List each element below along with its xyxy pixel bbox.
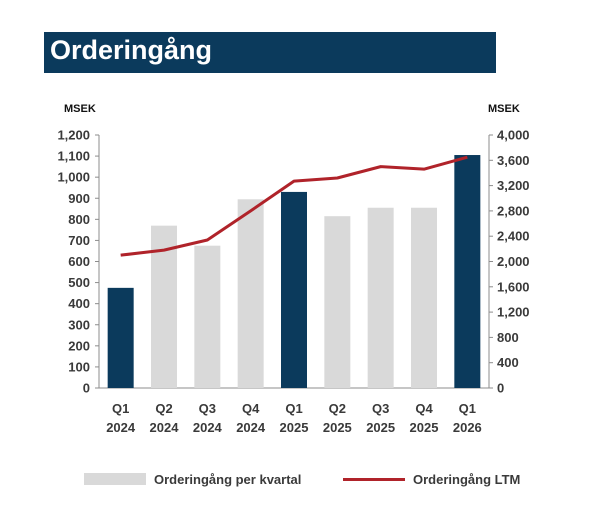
legend-item-line: Orderingång LTM xyxy=(343,468,520,490)
left-tick-label: 400 xyxy=(68,296,90,311)
right-axis: 0 400 800 1,200 1,600 2,000 2,400 2,800 3,200 3,6… xyxy=(488,103,530,396)
bar-series xyxy=(107,155,481,388)
left-axis-unit: MSEK xyxy=(64,103,96,115)
bar xyxy=(237,199,264,388)
left-tick-label: 700 xyxy=(68,233,90,248)
category-year-label: 2024 xyxy=(150,420,180,435)
left-tick-label: 500 xyxy=(68,275,90,290)
left-tick-label: 1,200 xyxy=(57,128,90,143)
category-quarter-label: Q2 xyxy=(155,401,172,416)
chart-title: Orderingång xyxy=(50,35,213,65)
left-tick-label: 600 xyxy=(68,254,90,269)
legend-label-bars: Orderingång per kvartal xyxy=(154,471,302,487)
category-year-label: 2024 xyxy=(106,420,136,435)
category-year-label: 2025 xyxy=(280,420,309,435)
category-year-label: 2025 xyxy=(410,420,439,435)
left-tick-label: 300 xyxy=(68,317,90,332)
line-series xyxy=(120,155,468,257)
category-year-label: 2026 xyxy=(453,420,482,435)
right-tick-label: 1,600 xyxy=(497,279,530,294)
left-tick-label: 0 xyxy=(83,381,90,396)
right-axis-unit: MSEK xyxy=(488,103,520,115)
legend-label-line: Orderingång LTM xyxy=(413,471,521,487)
ltm-line xyxy=(120,155,468,257)
left-tick-label: 1,100 xyxy=(57,149,90,164)
bar xyxy=(367,207,394,388)
right-tick-label: 1,200 xyxy=(497,305,530,320)
right-tick-label: 2,800 xyxy=(497,203,530,218)
right-tick-label: 4,000 xyxy=(497,128,530,143)
category-year-label: 2025 xyxy=(366,420,395,435)
category-quarter-label: Q4 xyxy=(415,401,433,416)
left-tick-label: 1,000 xyxy=(57,170,90,185)
left-tick-label: 800 xyxy=(68,212,90,227)
category-quarter-label: Q4 xyxy=(242,401,260,416)
title-bar: Orderingång xyxy=(44,32,496,73)
category-quarter-label: Q3 xyxy=(372,401,389,416)
category-year-label: 2024 xyxy=(193,420,223,435)
bar xyxy=(411,207,437,388)
right-tick-label: 400 xyxy=(497,355,519,370)
category-quarter-label: Q3 xyxy=(199,401,216,416)
right-tick-label: 2,400 xyxy=(497,229,530,244)
category-year-label: 2025 xyxy=(323,420,352,435)
category-quarter-label: Q2 xyxy=(329,401,346,416)
right-tick-label: 3,600 xyxy=(497,153,530,168)
right-tick-label: 3,200 xyxy=(497,178,530,193)
right-tick-label: 0 xyxy=(497,381,504,396)
left-tick-label: 100 xyxy=(68,359,90,374)
category-quarter-label: Q1 xyxy=(459,401,476,416)
category-year-label: 2024 xyxy=(236,420,266,435)
bar xyxy=(454,155,481,388)
category-quarter-label: Q1 xyxy=(285,401,302,416)
right-tick-label: 2,000 xyxy=(497,254,530,269)
legend-swatch-line xyxy=(343,477,405,481)
legend-item-bars: Orderingång per kvartal xyxy=(84,468,301,490)
right-tick-label: 800 xyxy=(497,330,519,345)
left-axis: 0 100 200 300 400 500 600 700 800 900 1,000 1,100 1,… xyxy=(57,103,489,396)
bar xyxy=(107,287,134,388)
bar xyxy=(324,216,351,388)
left-tick-label: 900 xyxy=(68,191,90,206)
bar xyxy=(281,191,307,388)
category-quarter-label: Q1 xyxy=(112,401,129,416)
legend-swatch-bars xyxy=(84,473,146,485)
category-labels: Q1 2024 Q2 2024 Q3 2024 Q4 2024 Q1 2025 Q2 2025 Q3 20… xyxy=(106,401,482,435)
bar xyxy=(194,245,221,388)
bar xyxy=(151,225,177,388)
left-tick-label: 200 xyxy=(68,338,90,353)
